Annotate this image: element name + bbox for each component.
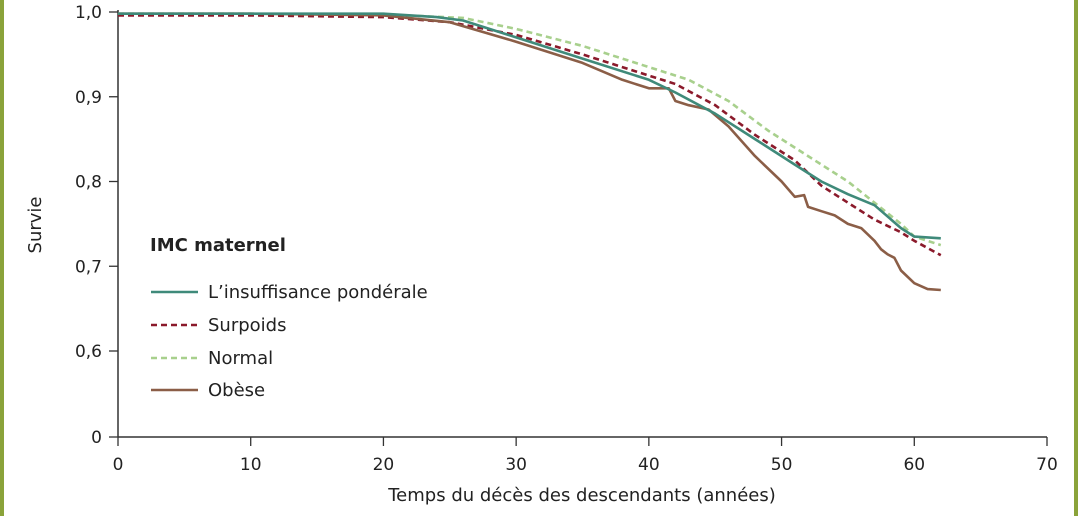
legend-label: L’insuffisance pondérale	[208, 282, 428, 303]
y-tick-label: 0	[91, 428, 102, 448]
axes	[117, 10, 1047, 438]
ticks: 0 10 20 30 40 50 60 70 0 0,6 0,7 0,8 0,9 1,0	[75, 3, 1058, 475]
series-line	[118, 12, 941, 292]
series-line	[118, 12, 941, 240]
legend-label: Normal	[208, 348, 273, 369]
x-tick-label: 10	[240, 455, 262, 475]
y-tick-label: 0,9	[75, 88, 102, 108]
x-tick-label: 20	[373, 455, 395, 475]
x-tick-label: 30	[505, 455, 527, 475]
x-tick-label: 60	[903, 455, 925, 475]
series-layer	[118, 12, 942, 292]
legend-title: IMC maternel	[150, 235, 286, 256]
x-tick-label: 40	[638, 455, 660, 475]
y-tick-label: 0,7	[75, 257, 102, 277]
survival-chart: 0 10 20 30 40 50 60 70 0 0,6 0,7 0,8 0,9 1,0 Temps du…	[25, 3, 1058, 506]
legend: IMC maternel L’insuffisance pondérale Sur…	[150, 235, 428, 401]
y-tick-label: 0,8	[75, 173, 102, 193]
x-axis-label: Temps du décès des descendants (années)	[387, 485, 776, 506]
y-axis-label: Survie	[25, 197, 46, 254]
legend-label: Obèse	[208, 380, 265, 401]
series-line	[118, 14, 942, 257]
x-tick-label: 50	[771, 455, 793, 475]
legend-label: Surpoids	[208, 315, 286, 336]
y-tick-label: 1,0	[75, 3, 102, 23]
x-tick-label: 70	[1036, 455, 1058, 475]
legend-items: L’insuffisance pondérale Surpoids Normal Ob…	[151, 282, 428, 401]
x-tick-label: 0	[113, 455, 124, 475]
y-tick-label: 0,6	[75, 342, 102, 362]
